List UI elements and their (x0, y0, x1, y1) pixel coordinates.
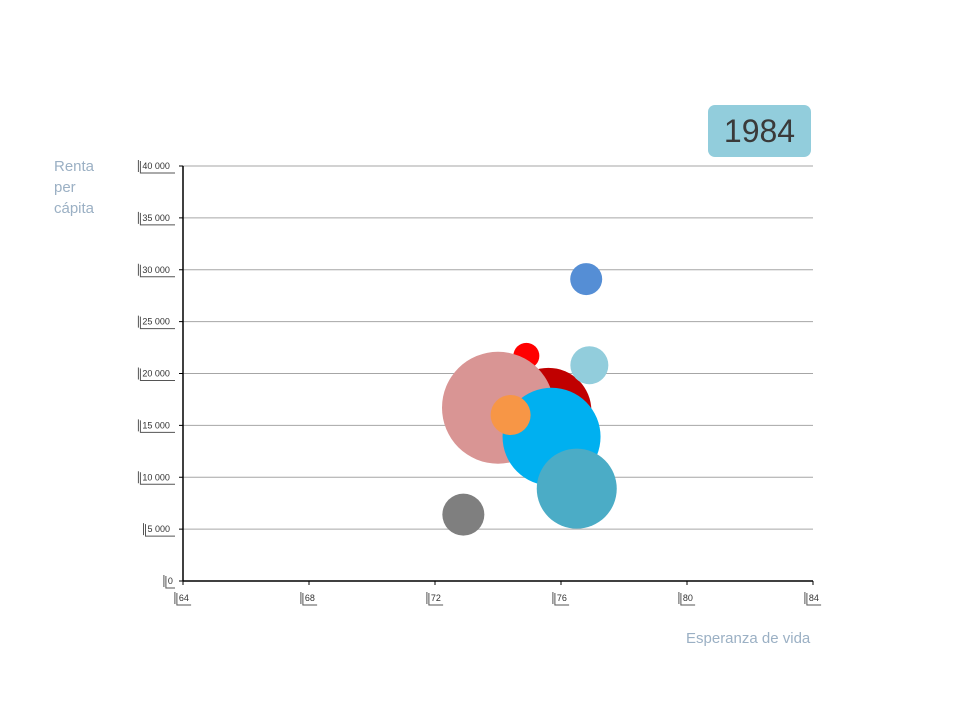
bubble (536, 448, 617, 529)
y-tick-label-text: 15 000 (142, 420, 170, 430)
y-tick-label: 25 000 (137, 315, 175, 330)
y-tick-label: 15 000 (137, 419, 175, 433)
y-tick-label-text: 20 000 (142, 369, 170, 379)
y-tick-label: 35 000 (137, 211, 175, 226)
x-tick-label: 76 (552, 592, 570, 606)
x-tick-label-frame (678, 592, 696, 606)
x-tick-label-frame (174, 592, 192, 606)
x-tick-label-text: 64 (179, 593, 189, 603)
y-tick-label-frame (137, 263, 175, 278)
bubble (490, 395, 531, 435)
bubble (442, 493, 485, 536)
x-tick-label-text: 72 (431, 593, 441, 603)
y-tick-label: 0 (163, 575, 175, 589)
y-axis-label-line: Renta (54, 158, 95, 175)
year-badge: 1984 (708, 105, 811, 157)
y-tick-label-frame (137, 367, 175, 381)
y-tick-label-text: 40 000 (142, 161, 170, 171)
x-tick-label-frame (552, 592, 570, 606)
x-tick-label: 80 (678, 592, 696, 606)
y-tick-label: 10 000 (137, 471, 175, 485)
y-tick-label-text: 30 000 (142, 265, 170, 275)
bubble (570, 263, 603, 296)
y-tick-label-frame (137, 471, 175, 485)
y-axis-label-line: cápita (54, 200, 95, 217)
y-axis-label: Renta per cápita (54, 156, 114, 219)
y-tick-label-frame (143, 523, 175, 537)
y-tick-label-frame (137, 419, 175, 433)
y-tick-label: 20 000 (137, 367, 175, 381)
x-tick-label-frame (300, 592, 318, 606)
y-tick-label-text: 35 000 (142, 213, 170, 223)
x-axis-label: Esperanza de vida (686, 630, 811, 647)
x-tick-label-text: 76 (557, 593, 567, 603)
x-tick-label-text: 80 (683, 593, 693, 603)
y-tick-label-frame (163, 575, 175, 589)
y-tick-label-text: 10 000 (142, 472, 170, 482)
y-tick-label-frame (137, 160, 175, 174)
x-tick-label: 68 (300, 592, 318, 606)
x-tick-label-text: 84 (809, 593, 819, 603)
y-tick-label: 30 000 (137, 263, 175, 278)
x-tick-label: 84 (804, 592, 822, 606)
y-axis-label-line: per (54, 179, 76, 196)
x-tick-label: 64 (174, 592, 192, 606)
y-tick-label: 40 000 (137, 160, 175, 174)
y-tick-label-text: 5 000 (148, 524, 171, 534)
x-tick-label-frame (426, 592, 444, 606)
x-tick-label-text: 68 (305, 593, 315, 603)
y-tick-label-frame (137, 211, 175, 226)
bubble (570, 346, 609, 385)
y-tick-label-frame (137, 315, 175, 330)
x-tick-label-frame (804, 592, 822, 606)
y-tick-label-text: 25 000 (142, 317, 170, 327)
x-tick-label: 72 (426, 592, 444, 606)
y-tick-label: 5 000 (143, 523, 175, 537)
y-tick-label-text: 0 (168, 576, 173, 586)
